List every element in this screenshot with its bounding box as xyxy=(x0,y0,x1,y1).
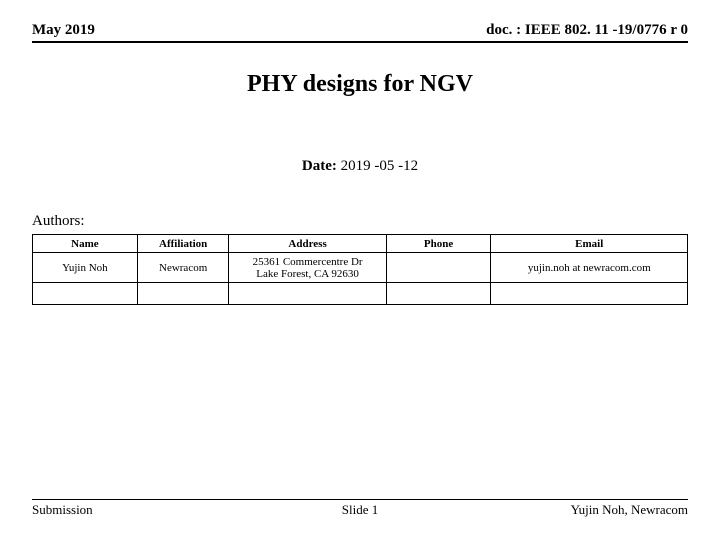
slide-page: May 2019 doc. : IEEE 802. 11 -19/0776 r … xyxy=(0,0,720,540)
cell-name: Yujin Noh xyxy=(33,253,138,283)
date-line: Date: 2019 -05 -12 xyxy=(32,158,688,175)
col-name: Name xyxy=(33,235,138,253)
table-row: Yujin Noh Newracom 25361 Commercentre Dr… xyxy=(33,253,688,283)
cell-phone xyxy=(386,253,491,283)
header-date: May 2019 xyxy=(32,22,95,39)
authors-table: Name Affiliation Address Phone Email Yuj… xyxy=(32,234,688,305)
footer: Submission Slide 1 Yujin Noh, Newracom xyxy=(32,499,688,518)
date-label: Date: xyxy=(302,158,337,174)
cell-blank xyxy=(491,283,688,305)
col-address: Address xyxy=(229,235,386,253)
footer-rule xyxy=(32,499,688,500)
cell-blank xyxy=(229,283,386,305)
footer-right: Yujin Noh, Newracom xyxy=(571,502,688,518)
cell-blank xyxy=(386,283,491,305)
footer-left: Submission xyxy=(32,502,93,518)
table-header-row: Name Affiliation Address Phone Email xyxy=(33,235,688,253)
col-affiliation: Affiliation xyxy=(137,235,229,253)
slide-title: PHY designs for NGV xyxy=(32,71,688,98)
footer-row: Submission Slide 1 Yujin Noh, Newracom xyxy=(32,502,688,518)
col-phone: Phone xyxy=(386,235,491,253)
col-email: Email xyxy=(491,235,688,253)
cell-email: yujin.noh at newracom.com xyxy=(491,253,688,283)
cell-blank xyxy=(137,283,229,305)
authors-label: Authors: xyxy=(32,213,688,230)
header-doc-id: doc. : IEEE 802. 11 -19/0776 r 0 xyxy=(486,22,688,39)
cell-address: 25361 Commercentre Dr Lake Forest, CA 92… xyxy=(229,253,386,283)
cell-affiliation: Newracom xyxy=(137,253,229,283)
header-row: May 2019 doc. : IEEE 802. 11 -19/0776 r … xyxy=(32,22,688,43)
date-value: 2019 -05 -12 xyxy=(341,158,419,174)
cell-blank xyxy=(33,283,138,305)
table-row xyxy=(33,283,688,305)
